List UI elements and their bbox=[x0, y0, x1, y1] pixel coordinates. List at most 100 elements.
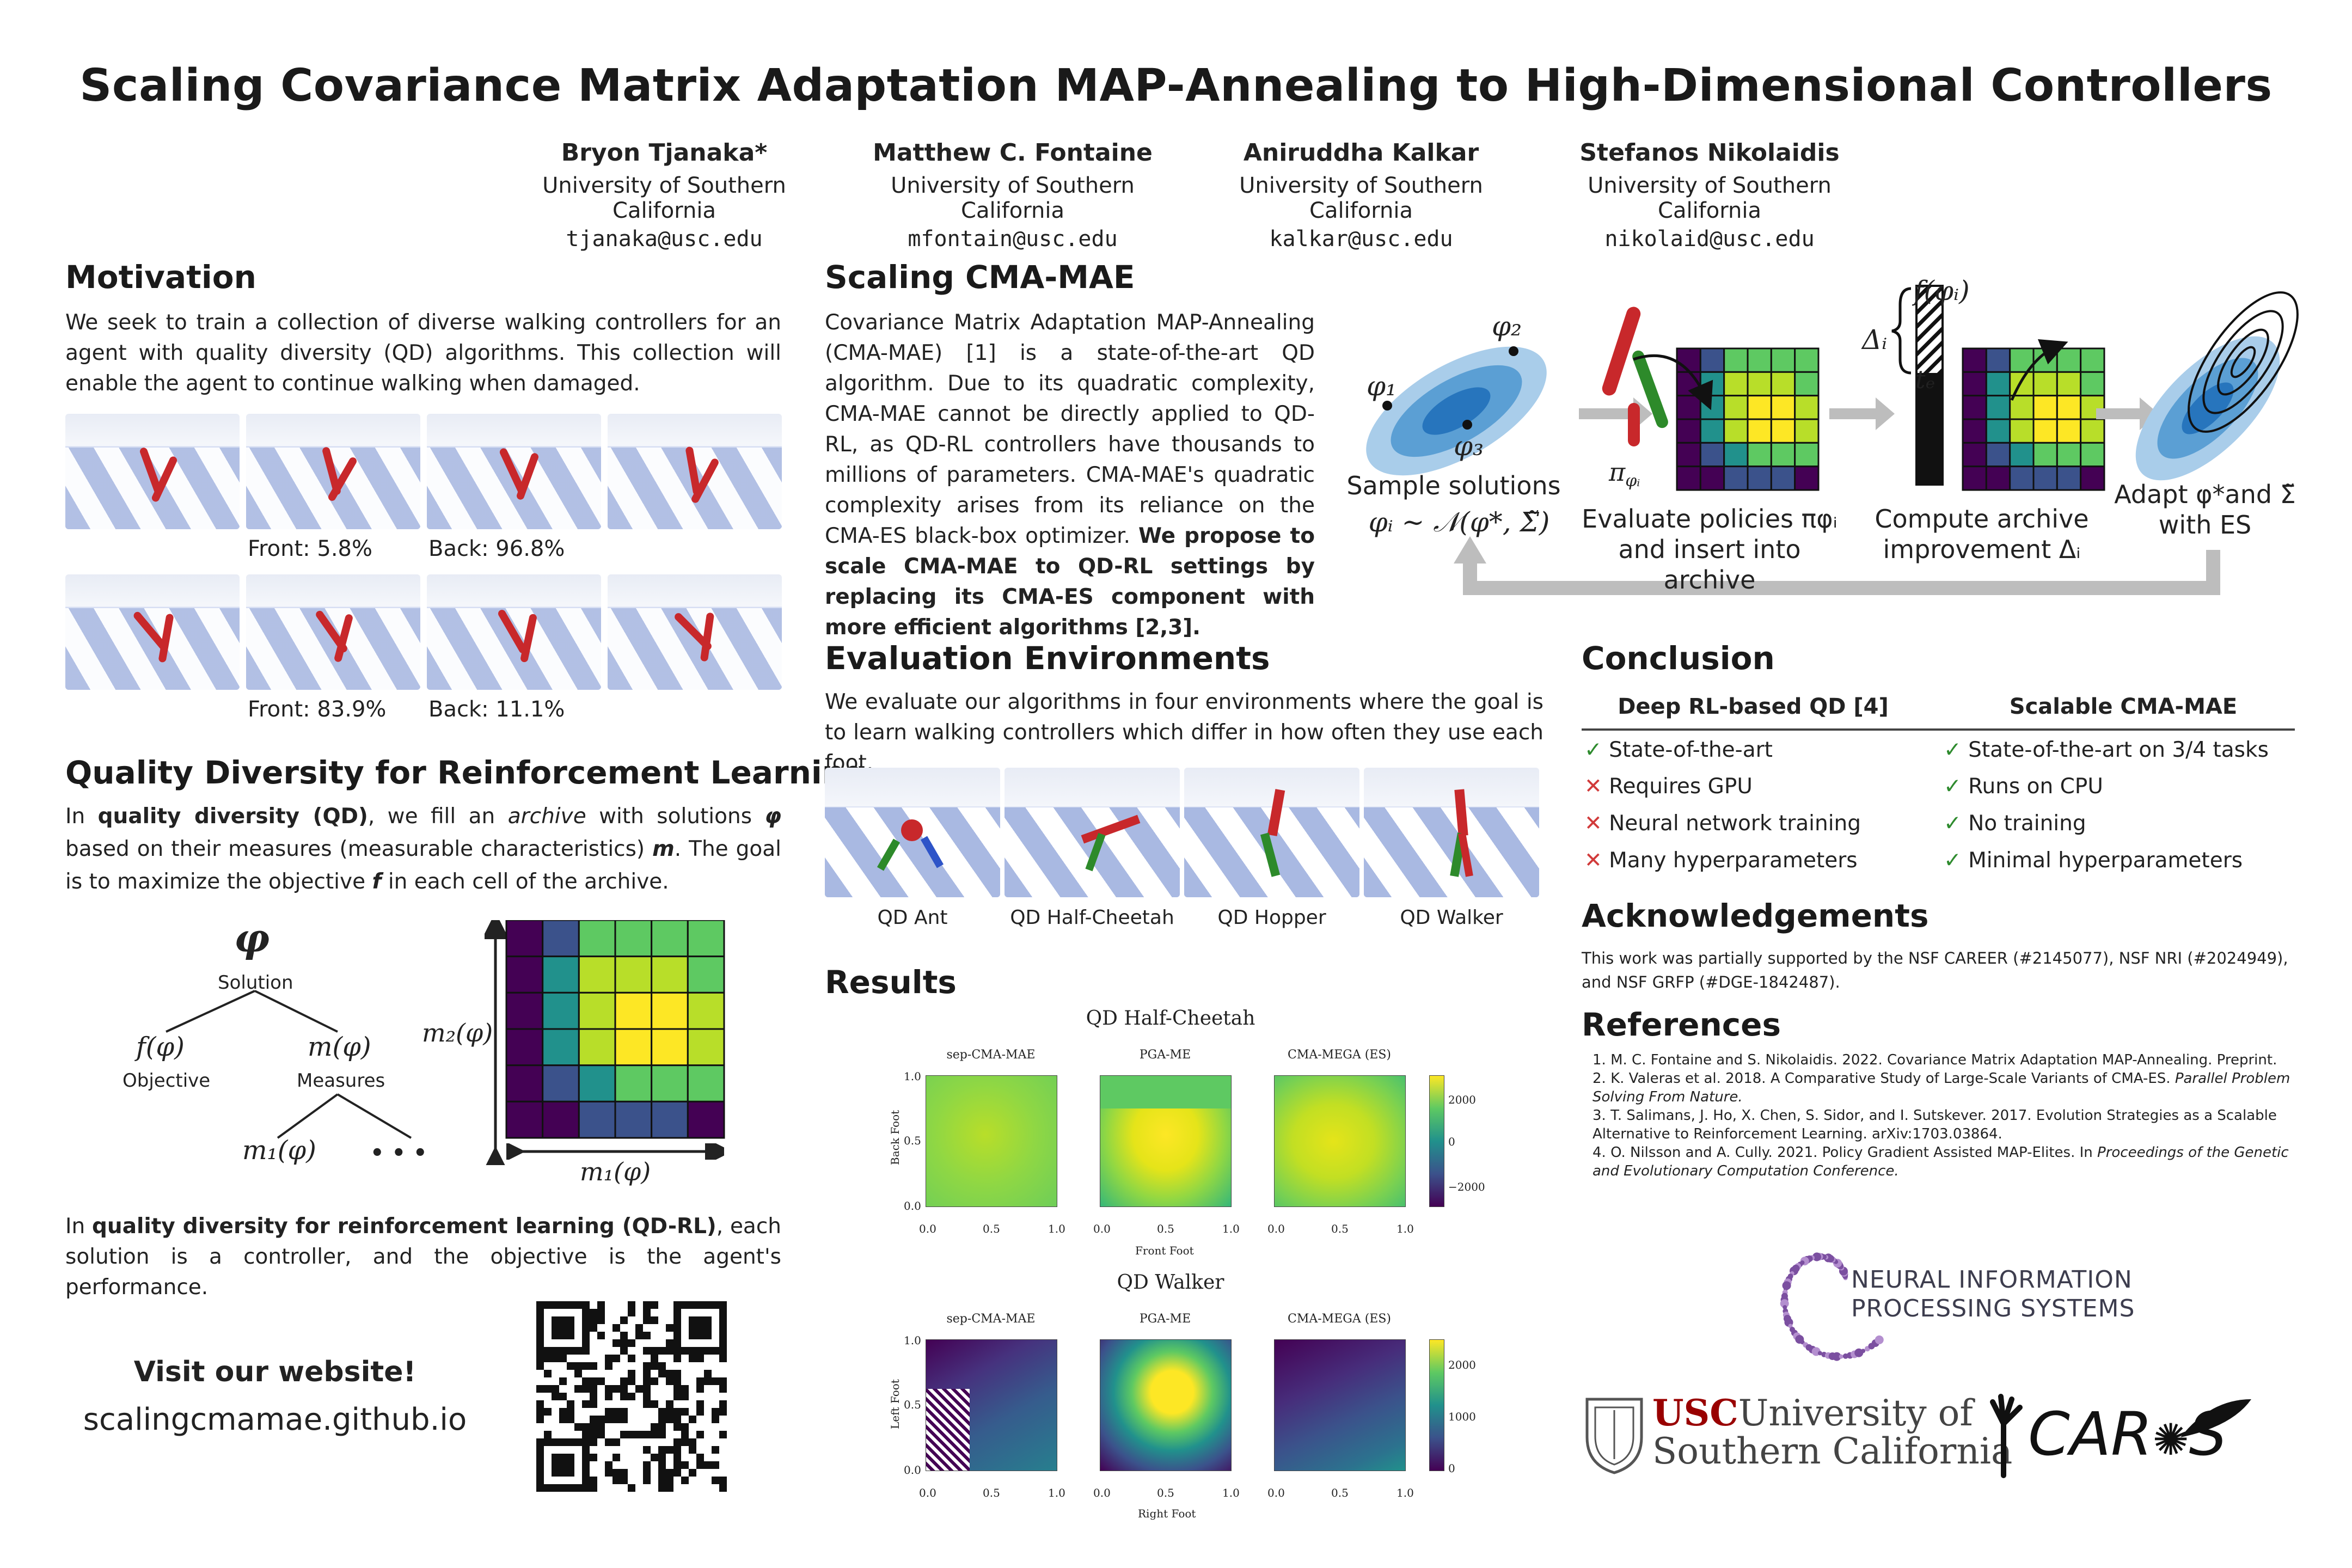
archive-cell bbox=[1723, 347, 1749, 373]
qr-module bbox=[590, 1400, 597, 1408]
archive-cell bbox=[651, 1064, 689, 1102]
website-url[interactable]: scalingcmamae.github.io bbox=[83, 1402, 467, 1437]
env-half-cheetah-image bbox=[1004, 768, 1180, 897]
reference-item: 4. O. Nilsson and A. Cully. 2021. Policy… bbox=[1592, 1144, 2289, 1179]
archive-cell bbox=[1794, 347, 1820, 373]
usc-logo-text: USCUniversity of Southern California bbox=[1652, 1392, 2013, 1472]
qr-module bbox=[612, 1385, 620, 1393]
qr-module bbox=[567, 1408, 574, 1416]
icaros-feather-icon bbox=[2180, 1399, 2251, 1437]
qr-module bbox=[605, 1438, 612, 1446]
qr-module bbox=[696, 1316, 704, 1324]
qr-module bbox=[696, 1431, 704, 1438]
walker-thumbnail bbox=[246, 574, 420, 690]
qr-module bbox=[658, 1408, 666, 1416]
walker-panel-2-title: PGA-ME bbox=[1139, 1312, 1191, 1326]
qr-module bbox=[643, 1469, 651, 1477]
conclusion-col2-row: ✓ No training bbox=[1944, 811, 2086, 836]
qr-module bbox=[658, 1347, 666, 1355]
qr-module bbox=[628, 1393, 635, 1400]
qr-module bbox=[552, 1469, 559, 1477]
qr-module bbox=[704, 1301, 712, 1309]
qr-module bbox=[582, 1362, 590, 1370]
archive-cell bbox=[2009, 371, 2035, 397]
qr-module bbox=[536, 1477, 544, 1484]
qr-module bbox=[536, 1309, 544, 1316]
qr-module bbox=[559, 1438, 567, 1446]
archive-cell bbox=[2032, 465, 2058, 491]
qr-module bbox=[673, 1332, 681, 1339]
archive-cell bbox=[614, 920, 653, 958]
qr-module bbox=[536, 1339, 544, 1347]
qr-module bbox=[666, 1469, 673, 1477]
qr-module bbox=[552, 1438, 559, 1446]
qr-module bbox=[582, 1477, 590, 1484]
qr-module bbox=[574, 1484, 582, 1492]
archive-x-axis-label: m₁(φ) bbox=[580, 1157, 651, 1186]
neurips-dot bbox=[1817, 1351, 1822, 1356]
qr-module bbox=[719, 1347, 727, 1355]
qr-module bbox=[582, 1431, 590, 1438]
walker-xtick: 1.0 bbox=[1222, 1486, 1240, 1499]
qr-module bbox=[643, 1316, 651, 1324]
conclusion-col1-head: Deep RL-based QD [4] bbox=[1618, 694, 1889, 719]
archive-cell bbox=[578, 1100, 616, 1139]
qr-module bbox=[536, 1362, 544, 1370]
qr-module bbox=[673, 1324, 681, 1332]
qr-module bbox=[574, 1385, 582, 1393]
delta-label: Δᵢ bbox=[1862, 324, 1888, 356]
qr-module bbox=[536, 1454, 544, 1461]
walker-thumbnail bbox=[608, 414, 782, 529]
phi-2-label: φ₂ bbox=[1492, 310, 1522, 342]
qr-module bbox=[712, 1301, 719, 1309]
qr-module bbox=[544, 1431, 552, 1438]
qr-module bbox=[666, 1347, 673, 1355]
conclusion-col1-row: ✕ Neural network training bbox=[1584, 811, 1861, 836]
qr-code[interactable] bbox=[536, 1301, 727, 1492]
tree-objective-symbol: f(φ) bbox=[136, 1032, 185, 1062]
qr-module bbox=[567, 1461, 574, 1469]
walker-thumbnail bbox=[608, 574, 782, 690]
conclusion-col2-row: ✓ Minimal hyperparameters bbox=[1944, 848, 2243, 873]
qr-module bbox=[582, 1309, 590, 1316]
qr-module bbox=[712, 1347, 719, 1355]
qr-module bbox=[719, 1377, 727, 1385]
qr-module bbox=[544, 1347, 552, 1355]
archive-cell bbox=[651, 955, 689, 994]
qr-module bbox=[651, 1362, 658, 1370]
reference-item: 3. T. Salimans, J. Ho, X. Chen, S. Sidor… bbox=[1592, 1107, 2277, 1142]
walker-xtick: 1.0 bbox=[1396, 1486, 1414, 1499]
qr-module bbox=[643, 1362, 651, 1370]
archive-cell bbox=[1770, 395, 1796, 420]
qr-module bbox=[582, 1438, 590, 1446]
archive-cell bbox=[1962, 395, 1987, 420]
author-name: Bryon Tjanaka* bbox=[561, 139, 768, 167]
qr-module bbox=[590, 1454, 597, 1461]
qr-module bbox=[704, 1332, 712, 1339]
archive-cell bbox=[2056, 418, 2082, 444]
qr-module bbox=[673, 1461, 681, 1469]
qr-module bbox=[719, 1431, 727, 1438]
qr-module bbox=[567, 1332, 574, 1339]
qr-module bbox=[689, 1347, 696, 1355]
qr-module bbox=[559, 1416, 567, 1423]
qr-module bbox=[567, 1400, 574, 1408]
tree-measures-symbol: m(φ) bbox=[308, 1032, 371, 1062]
env-walker-image bbox=[1364, 768, 1539, 897]
neurips-text-2: PROCESSING SYSTEMS bbox=[1851, 1295, 2135, 1322]
qr-module bbox=[597, 1416, 605, 1423]
archive-cell bbox=[1794, 418, 1820, 444]
archive-cell bbox=[505, 955, 544, 994]
archive-cell bbox=[2056, 465, 2082, 491]
author-email: kalkar@usc.edu bbox=[1269, 226, 1453, 252]
walker-heatmap-pga-me bbox=[1100, 1339, 1232, 1471]
qr-module bbox=[582, 1400, 590, 1408]
qr-module bbox=[651, 1423, 658, 1431]
walker-heatmap-sep-cma-mae bbox=[926, 1339, 1057, 1471]
qr-module bbox=[704, 1377, 712, 1385]
walker-ytick: 0.5 bbox=[904, 1398, 921, 1411]
author-affiliation: University of Southern California bbox=[891, 173, 1135, 223]
walker-xtick: 0.5 bbox=[1331, 1486, 1349, 1499]
qr-module bbox=[651, 1301, 658, 1309]
qr-module bbox=[689, 1301, 696, 1309]
